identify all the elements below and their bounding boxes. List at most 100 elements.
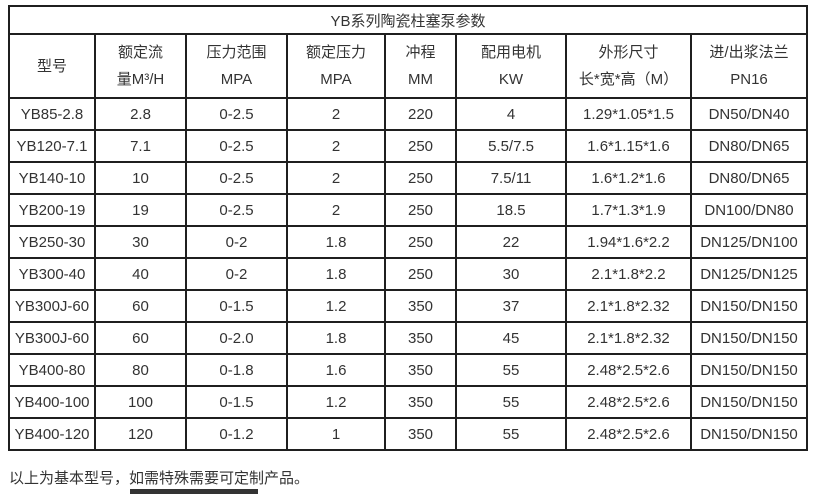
cell: DN100/DN80: [689, 193, 809, 227]
cell: 2.48*2.5*2.6: [565, 417, 692, 451]
header-row: 型号 额定流 量M³/H 压力范围 MPA 额定压力 MPA 冲程 MM 配用电机 KW 外形尺寸 长*…: [8, 33, 809, 99]
cell: YB300J-60: [8, 321, 96, 355]
cell: 1.8: [286, 225, 386, 259]
cell: 350: [384, 385, 457, 419]
cell: 350: [384, 289, 457, 323]
cell: DN150/DN150: [689, 321, 809, 355]
header-line1: 进/出浆法兰: [709, 44, 789, 61]
cell: 120: [94, 417, 187, 451]
cell: 1: [286, 417, 386, 451]
pump-spec-table: YB系列陶瓷柱塞泵参数 型号 额定流 量M³/H 压力范围 MPA 额定压力 MPA 冲程 MM…: [7, 5, 809, 451]
header-line2: MM: [408, 71, 433, 88]
cell: 2.1*1.8*2.32: [565, 321, 692, 355]
column-header-0: 型号: [8, 33, 96, 99]
cell: 250: [384, 129, 457, 163]
cell: 1.6: [286, 353, 386, 387]
cell: 0-2.5: [185, 193, 288, 227]
cell: 0-2: [185, 225, 288, 259]
cell: DN80/DN65: [689, 129, 809, 163]
cell: 30: [94, 225, 187, 259]
table-row: YB200-19 19 0-2.5 2 250 18.5 1.7*1.3*1.9 DN100/…: [8, 193, 809, 227]
cell: 0-1.5: [185, 289, 288, 323]
cell: 1.2: [286, 385, 386, 419]
cell: 0-2.0: [185, 321, 288, 355]
header-line1: 配用电机: [480, 44, 541, 61]
header-line1: 额定压力: [305, 44, 366, 61]
cell: 2.48*2.5*2.6: [565, 385, 692, 419]
cell: 2: [286, 129, 386, 163]
cell: 0-1.5: [185, 385, 288, 419]
cell: 350: [384, 417, 457, 451]
cell: 5.5/7.5: [455, 129, 567, 163]
cell: 220: [384, 97, 457, 131]
cell: 4: [455, 97, 567, 131]
header-line2: PN16: [730, 71, 768, 88]
cell: 100: [94, 385, 187, 419]
cell: 0-1.2: [185, 417, 288, 451]
table-row: YB140-10 10 0-2.5 2 250 7.5/11 1.6*1.2*1.6 DN80…: [8, 161, 809, 195]
table-row: YB300-40 40 0-2 1.8 250 30 2.1*1.8*2.2 DN125/DN…: [8, 257, 809, 291]
column-header-7: 进/出浆法兰 PN16: [689, 33, 809, 99]
cell: 250: [384, 161, 457, 195]
cell: DN125/DN100: [689, 225, 809, 259]
cell: DN150/DN150: [689, 385, 809, 419]
cell: 1.94*1.6*2.2: [565, 225, 692, 259]
cell: 1.6*1.2*1.6: [565, 161, 692, 195]
cell: 55: [455, 353, 567, 387]
cell: YB300-40: [8, 257, 96, 291]
cell: 18.5: [455, 193, 567, 227]
cell: DN150/DN150: [689, 417, 809, 451]
cell: 7.1: [94, 129, 187, 163]
header-line2: MPA: [320, 71, 352, 88]
cell: 60: [94, 321, 187, 355]
table-title-row: YB系列陶瓷柱塞泵参数: [7, 5, 809, 35]
table-row: YB85-2.8 2.8 0-2.5 2 220 4 1.29*1.05*1.5 DN50/D…: [8, 97, 809, 131]
cell: 80: [94, 353, 187, 387]
cell: YB400-80: [8, 353, 96, 387]
header-line1: 额定流: [117, 44, 163, 61]
cell: DN125/DN125: [689, 257, 809, 291]
cell: 250: [384, 193, 457, 227]
cell: 1.6*1.15*1.6: [565, 129, 692, 163]
header-line2: 量M³/H: [116, 71, 165, 88]
cell: YB200-19: [8, 193, 96, 227]
cell: 0-2.5: [185, 161, 288, 195]
cell: 7.5/11: [455, 161, 567, 195]
cell: 1.8: [286, 257, 386, 291]
cell: DN80/DN65: [689, 161, 809, 195]
table-row: YB300J-60 60 0-2.0 1.8 350 45 2.1*1.8*2.32 DN15…: [8, 321, 809, 355]
cell: 250: [384, 225, 457, 259]
cell: DN150/DN150: [689, 353, 809, 387]
cell: 2: [286, 97, 386, 131]
cell: 2: [286, 161, 386, 195]
cell: 250: [384, 257, 457, 291]
cell: 350: [384, 353, 457, 387]
cell: YB120-7.1: [8, 129, 96, 163]
column-header-1: 额定流量M³/H: [94, 33, 187, 99]
cell: 55: [455, 417, 567, 451]
table-row: YB400-100 100 0-1.5 1.2 350 55 2.48*2.5*2.6 DN1…: [8, 385, 809, 419]
header-line2: MPA: [220, 71, 253, 88]
partial-element-bar: [130, 489, 258, 494]
cell: 45: [455, 321, 567, 355]
table-row: YB400-120 120 0-1.2 1 350 55 2.48*2.5*2.6 DN150…: [8, 417, 809, 451]
cell: 30: [455, 257, 567, 291]
cell: 60: [94, 289, 187, 323]
cell: 22: [455, 225, 567, 259]
cell: 2.48*2.5*2.6: [565, 353, 692, 387]
header-line1: 外形尺寸: [598, 44, 659, 61]
cell: 2: [286, 193, 386, 227]
column-header-2: 压力范围 MPA: [185, 33, 288, 99]
cell: 1.29*1.05*1.5: [565, 97, 692, 131]
table-title: YB系列陶瓷柱塞泵参数: [7, 5, 809, 35]
table-row: YB400-80 80 0-1.8 1.6 350 55 2.48*2.5*2.6 DN150…: [8, 353, 809, 387]
cell: 1.8: [286, 321, 386, 355]
cell: 2.8: [94, 97, 187, 131]
header-line1: 冲程: [405, 44, 436, 61]
cell: 350: [384, 321, 457, 355]
cell: 19: [94, 193, 187, 227]
table-row: YB120-7.1 7.1 0-2.5 2 250 5.5/7.5 1.6*1.15*1.6…: [8, 129, 809, 163]
column-header-3: 额定压力 MPA: [286, 33, 386, 99]
column-header-4: 冲程 MM: [384, 33, 457, 99]
